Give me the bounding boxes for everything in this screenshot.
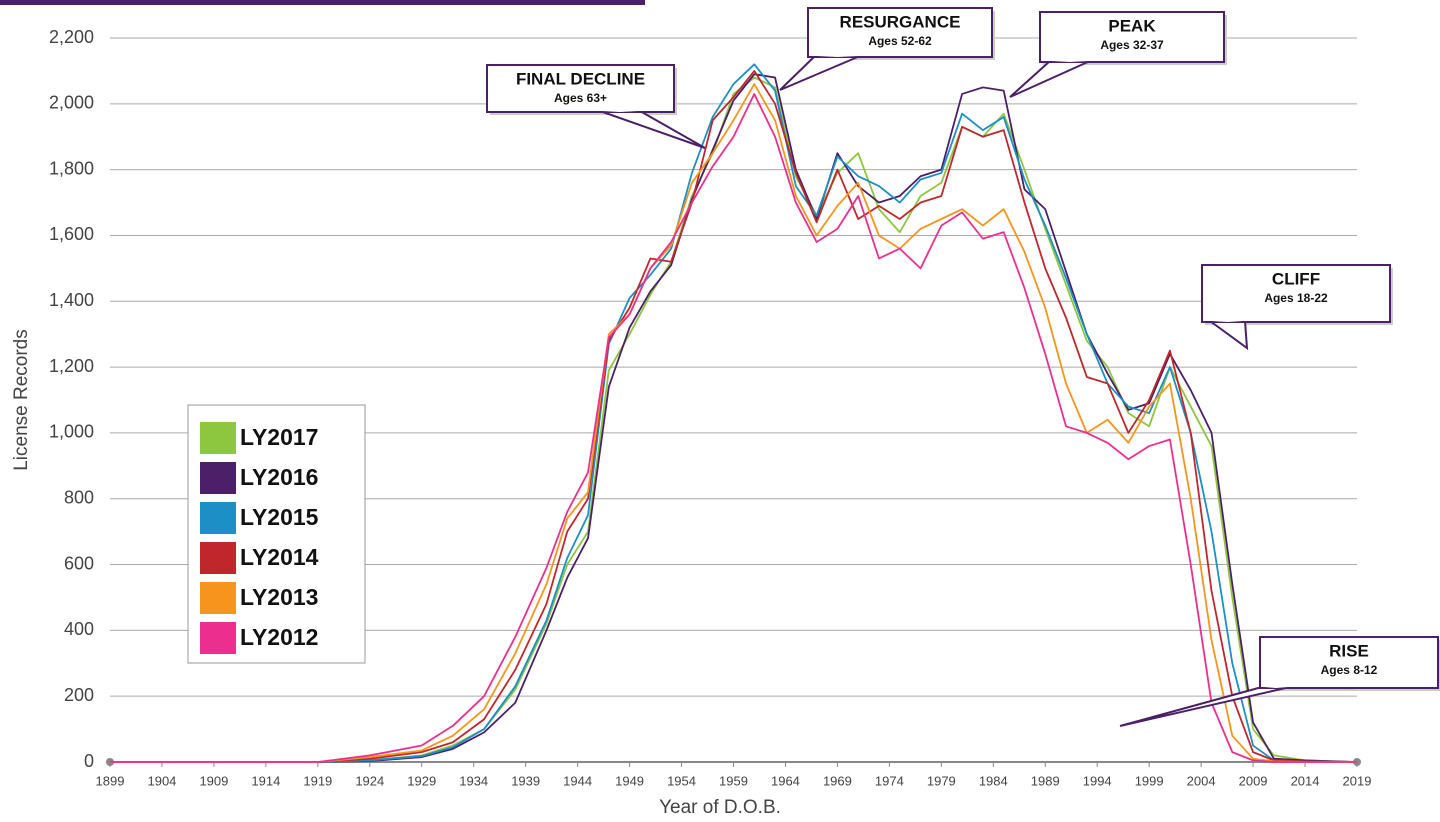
x-tick-label: 1904 bbox=[147, 773, 176, 788]
x-axis-label: Year of D.O.B. bbox=[659, 797, 781, 818]
callout-pointer bbox=[599, 110, 706, 149]
y-tick-label: 600 bbox=[64, 553, 94, 573]
legend-swatch bbox=[200, 502, 236, 534]
legend-swatch bbox=[200, 582, 236, 614]
legend-label: LY2017 bbox=[240, 424, 318, 450]
y-axis-label: License Records bbox=[11, 329, 32, 471]
legend-swatch bbox=[200, 542, 236, 574]
callout-box bbox=[807, 7, 993, 58]
legend-swatch bbox=[200, 462, 236, 494]
y-tick-label: 0 bbox=[84, 751, 94, 771]
callout-subtitle: Ages 63+ bbox=[554, 91, 607, 105]
callout-subtitle: Ages 52-62 bbox=[868, 34, 932, 48]
series-line bbox=[110, 73, 1358, 763]
x-tick-label: 1994 bbox=[1083, 773, 1112, 788]
x-tick-label: 1939 bbox=[511, 773, 540, 788]
callout-pointer-cover bbox=[817, 56, 858, 57]
legend-swatch bbox=[200, 622, 236, 654]
y-tick-label: 400 bbox=[64, 619, 94, 639]
y-tick-label: 1,400 bbox=[49, 290, 94, 310]
x-tick-label: 2019 bbox=[1343, 773, 1372, 788]
callout-box bbox=[1259, 636, 1439, 689]
callout-pointer bbox=[779, 55, 861, 91]
x-tick-label: 1909 bbox=[199, 773, 228, 788]
y-tick-label: 1,600 bbox=[49, 224, 94, 244]
x-tick-label: 1919 bbox=[303, 773, 332, 788]
callout-title: FINAL DECLINE bbox=[516, 69, 645, 88]
x-tick-label: 2014 bbox=[1291, 773, 1320, 788]
series-line bbox=[110, 93, 1357, 763]
x-tick-label: 1989 bbox=[1031, 773, 1060, 788]
legend-label: LY2016 bbox=[240, 464, 318, 490]
callout-pointer bbox=[1206, 320, 1249, 351]
x-tick-label: 1954 bbox=[667, 773, 696, 788]
y-tick-label: 2,000 bbox=[49, 93, 94, 113]
series-line bbox=[110, 76, 1358, 763]
callout-box bbox=[1201, 264, 1391, 323]
x-tick-label: 1944 bbox=[563, 773, 592, 788]
x-tick-label: 1979 bbox=[927, 773, 956, 788]
legend-label: LY2014 bbox=[240, 544, 319, 570]
x-tick-label: 1924 bbox=[355, 773, 384, 788]
callout-pointer-cover bbox=[602, 111, 638, 112]
callout-title: CLIFF bbox=[1272, 269, 1320, 288]
x-tick-label: 1959 bbox=[719, 773, 748, 788]
callout-pointer-cover bbox=[1212, 321, 1243, 322]
x-tick-label: 1984 bbox=[979, 773, 1008, 788]
legend-label: LY2013 bbox=[240, 584, 318, 610]
x-tick-label: 1949 bbox=[615, 773, 644, 788]
callout-title: RISE bbox=[1329, 641, 1369, 660]
header-bar bbox=[0, 0, 645, 5]
callout-subtitle: Ages 32-37 bbox=[1100, 38, 1164, 52]
callout-pointer-cover bbox=[1264, 687, 1288, 688]
y-tick-label: 1,000 bbox=[49, 422, 94, 442]
callout-box bbox=[1039, 11, 1225, 63]
x-tick-label: 1914 bbox=[251, 773, 280, 788]
x-tick-label: 1999 bbox=[1135, 773, 1164, 788]
x-tick-label: 1964 bbox=[771, 773, 800, 788]
series-line bbox=[110, 83, 1357, 763]
callout-box bbox=[486, 64, 675, 113]
legend-label: LY2015 bbox=[240, 504, 319, 530]
legend-swatch bbox=[200, 422, 236, 454]
x-tick-label: 1929 bbox=[407, 773, 436, 788]
callout-title: PEAK bbox=[1108, 16, 1156, 35]
callout-title: RESURGANCE bbox=[840, 12, 961, 31]
callout-pointer-cover bbox=[1052, 61, 1088, 62]
y-tick-label: 2,200 bbox=[49, 27, 94, 47]
y-tick-label: 1,200 bbox=[49, 356, 94, 376]
callout-subtitle: Ages 8-12 bbox=[1321, 663, 1378, 677]
y-tick-label: 1,800 bbox=[49, 158, 94, 178]
callout-subtitle: Ages 18-22 bbox=[1264, 291, 1328, 305]
legend-label: LY2012 bbox=[240, 624, 318, 650]
x-tick-label: 1969 bbox=[823, 773, 852, 788]
x-tick-label: 2009 bbox=[1239, 773, 1268, 788]
y-tick-label: 800 bbox=[64, 487, 94, 507]
callout-pointer bbox=[1009, 60, 1091, 98]
series-line bbox=[110, 63, 1358, 763]
x-tick-label: 1899 bbox=[96, 773, 125, 788]
x-tick-label: 1934 bbox=[459, 773, 488, 788]
y-tick-label: 200 bbox=[64, 685, 94, 705]
callout-pointer bbox=[1119, 686, 1291, 727]
x-tick-label: 2004 bbox=[1187, 773, 1216, 788]
x-tick-label: 1974 bbox=[875, 773, 904, 788]
